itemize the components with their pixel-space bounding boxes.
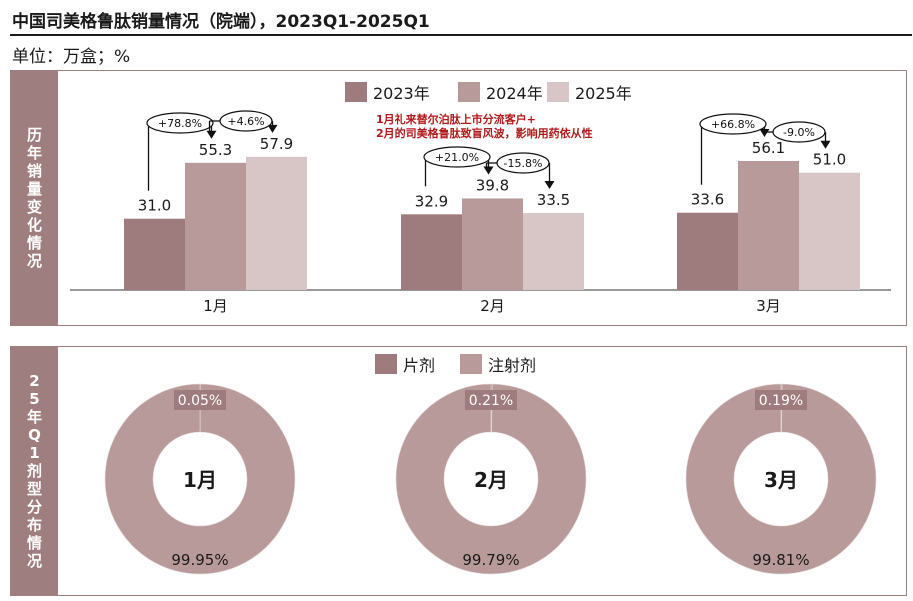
x-tick-label: 3月 [756, 297, 781, 315]
donut-panel-side-label: 25年Q1剂型分布情况 [11, 347, 58, 595]
donut-slice-注射剂 [685, 383, 877, 575]
arrow-head-icon [206, 130, 217, 139]
growth-ellipse [496, 152, 550, 174]
small-slice-label: 0.19% [759, 393, 803, 409]
small-slice-label: 0.21% [469, 393, 513, 409]
bar-1月-2024年 [185, 162, 246, 290]
small-slice-label-bg [755, 390, 807, 410]
donut-1月: 0.05% 99.95% 1月 [104, 383, 296, 575]
donut-charts: 片剂 注射剂 0.05% 99.95% 1月 0.21% 99.79% 2月 0.19% 99.8… [104, 354, 877, 575]
arrow-head-icon [820, 140, 831, 149]
note-line-1: 2月的司美格鲁肽致盲风波，影响用药依从性 [376, 126, 593, 140]
growth-ellipse [146, 112, 214, 134]
bar-value-label: 33.6 [691, 191, 724, 209]
page-title: 中国司美格鲁肽销量情况（院端），2023Q1-2025Q1 [12, 12, 430, 32]
title-divider [10, 34, 912, 36]
bar-value-label: 56.1 [752, 139, 785, 157]
donut-legend-swatch-1 [460, 354, 482, 374]
growth-label: +66.8% [711, 118, 755, 131]
donut-center-label: 1月 [183, 468, 217, 492]
legend-label-1: 2024年 [486, 84, 543, 103]
bar-3月-2025年 [799, 172, 860, 290]
bar-3月-2024年 [738, 160, 799, 290]
unit-label: 单位：万盒；% [12, 47, 131, 67]
bar-panel-side-label: 历年销量变化情况 [11, 71, 58, 325]
large-slice-label: 99.79% [462, 551, 519, 569]
bar-2月-2025年 [523, 212, 584, 290]
arrow-head-icon [267, 124, 278, 133]
bar-2月-2023年 [401, 214, 462, 290]
arrow-head-icon [544, 180, 555, 189]
x-tick-label: 1月 [203, 297, 228, 315]
growth-label: -15.8% [504, 157, 543, 170]
large-slice-label: 99.95% [171, 551, 228, 569]
bar-value-label: 55.3 [199, 141, 232, 159]
arrow-head-icon [759, 128, 770, 137]
small-slice-label-bg [465, 390, 517, 410]
growth-annotation: +4.6% [208, 110, 278, 135]
growth-ellipse [423, 146, 491, 168]
bar-value-label: 57.9 [260, 135, 293, 153]
donut-legend-label-1: 注射剂 [488, 356, 536, 375]
donut-legend-swatch-0 [375, 354, 397, 374]
growth-label: +78.8% [158, 117, 202, 130]
legend-label-0: 2023年 [373, 84, 430, 103]
donut-center-label: 3月 [764, 468, 798, 492]
bar-3月-2023年 [677, 212, 738, 290]
donut-3月: 0.19% 99.81% 3月 [685, 383, 877, 575]
bar-chart-panel: 历年销量变化情况 2023年 2024年 2025年 1月礼来替尔泊肽上市分流客户+ 2… [10, 70, 907, 326]
growth-label: +4.6% [227, 115, 264, 128]
donut-center-label: 2月 [474, 468, 508, 492]
legend-label-2: 2025年 [575, 84, 632, 103]
growth-annotation: +21.0% [423, 146, 494, 187]
growth-ellipse [772, 121, 826, 143]
bar-2月-2024年 [462, 198, 523, 290]
donut-2月: 0.21% 99.79% 2月 [395, 383, 587, 575]
legend-swatch-2 [547, 82, 569, 102]
note-line-0: 1月礼来替尔泊肽上市分流客户+ [376, 112, 536, 126]
small-slice-label: 0.05% [178, 393, 222, 409]
x-tick-label: 2月 [480, 297, 505, 315]
growth-label: -9.0% [783, 126, 815, 139]
growth-ellipse [219, 110, 273, 132]
donut-legend-label-0: 片剂 [403, 356, 435, 375]
arrow-head-icon [483, 166, 494, 175]
bar-value-label: 39.8 [476, 176, 509, 194]
bar-1月-2025年 [246, 156, 307, 290]
bar-value-label: 33.5 [537, 191, 570, 209]
bar-value-label: 31.0 [138, 197, 171, 215]
donut-slice-注射剂 [104, 383, 296, 575]
growth-ellipse [699, 113, 767, 135]
legend-swatch-0 [345, 82, 367, 102]
bar-1月-2023年 [124, 218, 185, 290]
bar-chart: 2023年 2024年 2025年 1月礼来替尔泊肽上市分流客户+2月的司美格鲁肽致盲… [70, 82, 891, 315]
large-slice-label: 99.81% [752, 551, 809, 569]
bar-value-label: 51.0 [813, 151, 846, 169]
growth-annotation: +66.8% [699, 113, 770, 185]
bar-value-label: 32.9 [415, 192, 448, 210]
legend-swatch-1 [458, 82, 480, 102]
growth-label: +21.0% [435, 151, 479, 164]
donut-slice-注射剂 [395, 383, 587, 575]
small-slice-label-bg [174, 390, 226, 410]
donut-chart-panel: 25年Q1剂型分布情况 片剂 注射剂 0.05% 99.95% 1月 0.21% 99.79… [10, 346, 907, 596]
growth-annotation: -15.8% [485, 152, 555, 189]
growth-annotation: -9.0% [761, 121, 831, 149]
